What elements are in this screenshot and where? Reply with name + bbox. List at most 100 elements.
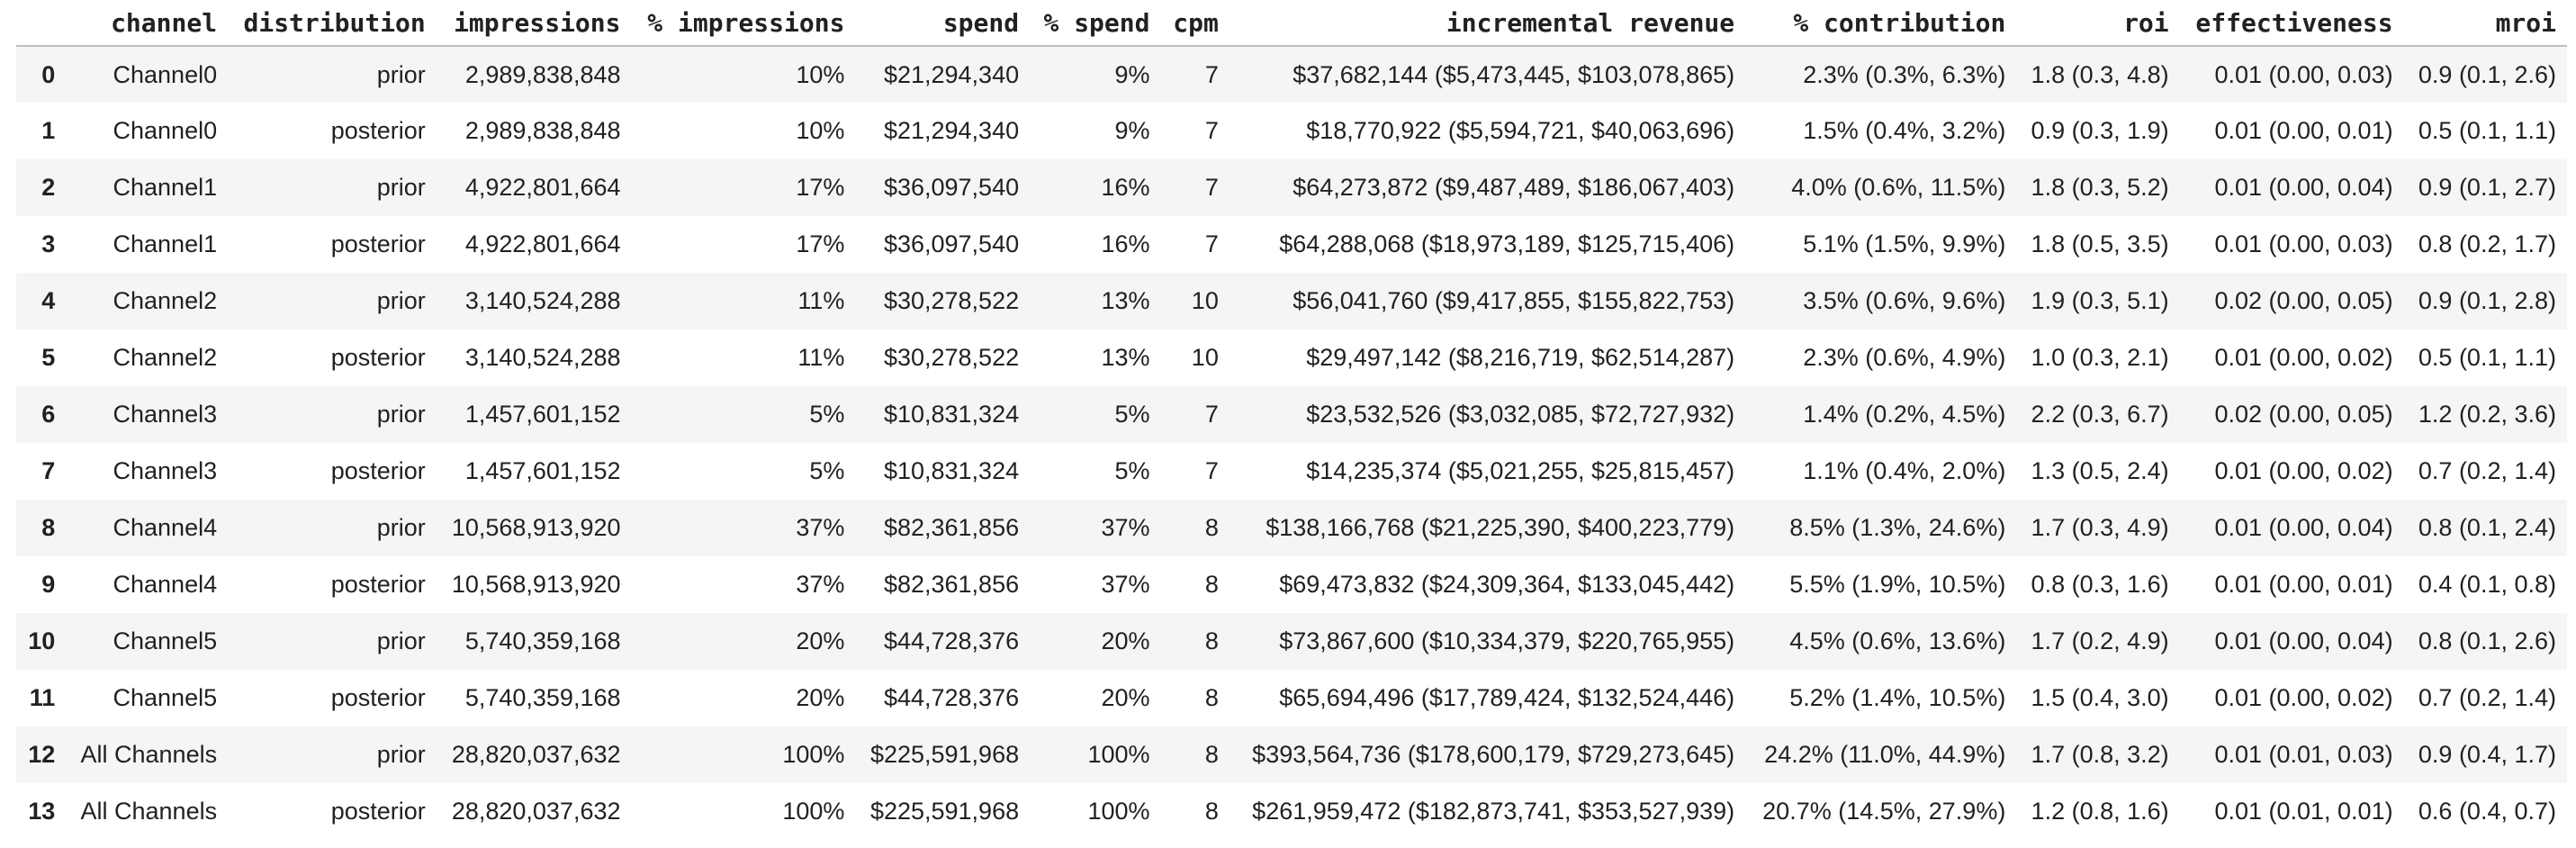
row-index: 4 xyxy=(41,287,56,314)
table-cell: Channel1 xyxy=(113,230,218,257)
table-cell: 0.9 (0.4, 1.7) xyxy=(2418,741,2556,768)
row-index: 2 xyxy=(41,174,56,201)
table-cell: 16% xyxy=(1101,174,1150,201)
table-cell: 10 xyxy=(1191,287,1219,314)
table-cell: prior xyxy=(376,401,426,428)
table-cell: 0.01 (0.00, 0.02) xyxy=(2214,457,2393,484)
table-cell: $10,831,324 xyxy=(883,401,1020,428)
column-header: % impressions xyxy=(631,0,856,47)
table-cell: 0.9 (0.3, 1.9) xyxy=(2031,117,2169,144)
table-cell: Channel2 xyxy=(113,287,218,314)
column-header: distribution xyxy=(228,0,437,47)
table-cell: Channel4 xyxy=(113,571,218,598)
table-cell: Channel2 xyxy=(113,344,218,371)
table-cell: 5% xyxy=(809,401,845,428)
table-cell: 17% xyxy=(796,174,845,201)
table-cell: 8 xyxy=(1204,741,1219,768)
table-cell: 7 xyxy=(1204,230,1219,257)
column-header: mroi xyxy=(2403,0,2567,47)
table-row: 2 Channel1 prior 4,922,801,664 17% $36,097,54… xyxy=(16,159,2567,216)
table-cell: 100% xyxy=(1087,798,1150,825)
table-cell: $10,831,324 xyxy=(883,457,1020,484)
table-cell: 1.1% (0.4%, 2.0%) xyxy=(1803,457,2006,484)
table-cell: 3,140,524,288 xyxy=(464,344,621,371)
table-row: 8 Channel4 prior 10,568,913,920 37% $82,361,8… xyxy=(16,500,2567,556)
table-row: 11 Channel5 posterior 5,740,359,168 20% $44,7… xyxy=(16,670,2567,726)
table-cell: 3,140,524,288 xyxy=(464,287,621,314)
table-cell: prior xyxy=(376,627,426,654)
table-cell: 3.5% (0.6%, 9.6%) xyxy=(1803,287,2006,314)
table-cell: posterior xyxy=(330,798,426,825)
table-cell: 8.5% (1.3%, 24.6%) xyxy=(1789,514,2006,541)
table-cell: 1.4% (0.2%, 4.5%) xyxy=(1803,401,2006,428)
table-cell: 5.5% (1.9%, 10.5%) xyxy=(1789,571,2006,598)
column-header: incremental revenue xyxy=(1229,0,1746,47)
table-cell: $21,294,340 xyxy=(883,117,1020,144)
table-row: 5 Channel2 posterior 3,140,524,288 11% $30,27… xyxy=(16,329,2567,386)
table-cell: All Channels xyxy=(80,741,218,768)
table-cell: All Channels xyxy=(80,798,218,825)
table-cell: 7 xyxy=(1204,60,1219,88)
table-cell: 5% xyxy=(809,457,845,484)
table-cell: 16% xyxy=(1101,230,1150,257)
table-cell: 20% xyxy=(1101,684,1150,711)
table-cell: 0.6 (0.4, 0.7) xyxy=(2418,798,2556,825)
table-cell: prior xyxy=(376,287,426,314)
table-cell: $225,591,968 xyxy=(869,741,1020,768)
table-cell: 0.01 (0.00, 0.03) xyxy=(2214,60,2393,88)
table-cell: Channel5 xyxy=(113,627,218,654)
table-cell: $73,867,600 ($10,334,379, $220,765,955) xyxy=(1279,627,1735,654)
dataframe-table: channel distribution impressions% impressi… xyxy=(16,0,2567,840)
table-cell: $36,097,540 xyxy=(883,174,1020,201)
table-cell: 0.01 (0.00, 0.04) xyxy=(2214,174,2393,201)
row-index: 12 xyxy=(28,741,56,768)
table-cell: 0.7 (0.2, 1.4) xyxy=(2418,684,2556,711)
table-cell: $64,273,872 ($9,487,489, $186,067,403) xyxy=(1293,174,1735,201)
table-cell: $30,278,522 xyxy=(883,287,1020,314)
table-cell: 7 xyxy=(1204,174,1219,201)
table-cell: 0.01 (0.00, 0.02) xyxy=(2214,684,2393,711)
row-index: 11 xyxy=(29,684,56,711)
table-cell: 0.4 (0.1, 0.8) xyxy=(2418,571,2556,598)
table-row: 10 Channel5 prior 5,740,359,168 20% $44,728,3… xyxy=(16,613,2567,670)
table-cell: $18,770,922 ($5,594,721, $40,063,696) xyxy=(1306,117,1735,144)
table-cell: 28,820,037,632 xyxy=(451,741,621,768)
table-cell: 0.8 (0.1, 2.6) xyxy=(2418,627,2556,654)
table-cell: 1,457,601,152 xyxy=(464,401,621,428)
table-cell: posterior xyxy=(330,684,426,711)
table-cell: 10 xyxy=(1191,344,1219,371)
table-cell: 4,922,801,664 xyxy=(464,174,621,201)
row-index: 5 xyxy=(41,344,56,371)
table-cell: 17% xyxy=(796,230,845,257)
table-cell: 100% xyxy=(1087,741,1150,768)
table-cell: $69,473,832 ($24,309,364, $133,045,442) xyxy=(1279,571,1735,598)
table-cell: 13% xyxy=(1101,287,1150,314)
column-header: impressions xyxy=(436,0,632,47)
table-cell: 13% xyxy=(1101,344,1150,371)
table-cell: 1.7 (0.3, 4.9) xyxy=(2031,514,2169,541)
table-cell: 10,568,913,920 xyxy=(451,514,621,541)
table-cell: 1.7 (0.2, 4.9) xyxy=(2031,627,2169,654)
table-cell: posterior xyxy=(330,571,426,598)
table-cell: 5.1% (1.5%, 9.9%) xyxy=(1803,230,2006,257)
table-cell: posterior xyxy=(330,344,426,371)
table-cell: 8 xyxy=(1204,627,1219,654)
table-cell: 0.5 (0.1, 1.1) xyxy=(2418,117,2556,144)
table-cell: 5% xyxy=(1114,401,1150,428)
row-index: 10 xyxy=(28,627,56,654)
column-header: roi xyxy=(2016,0,2180,47)
table-cell: $14,235,374 ($5,021,255, $25,815,457) xyxy=(1306,457,1735,484)
table-cell: 37% xyxy=(796,514,845,541)
table-cell: $261,959,472 ($182,873,741, $353,527,939… xyxy=(1252,798,1735,825)
table-cell: 1,457,601,152 xyxy=(464,457,621,484)
table-cell: 100% xyxy=(782,741,845,768)
table-cell: 2,989,838,848 xyxy=(464,60,621,88)
table-cell: 7 xyxy=(1204,401,1219,428)
table-cell: 0.8 (0.2, 1.7) xyxy=(2418,230,2556,257)
table-cell: 24.2% (11.0%, 44.9%) xyxy=(1764,741,2006,768)
table-cell: 2,989,838,848 xyxy=(464,117,621,144)
table-cell: 0.9 (0.1, 2.8) xyxy=(2418,287,2556,314)
row-index: 9 xyxy=(41,571,56,598)
table-cell: 0.01 (0.01, 0.01) xyxy=(2214,798,2393,825)
